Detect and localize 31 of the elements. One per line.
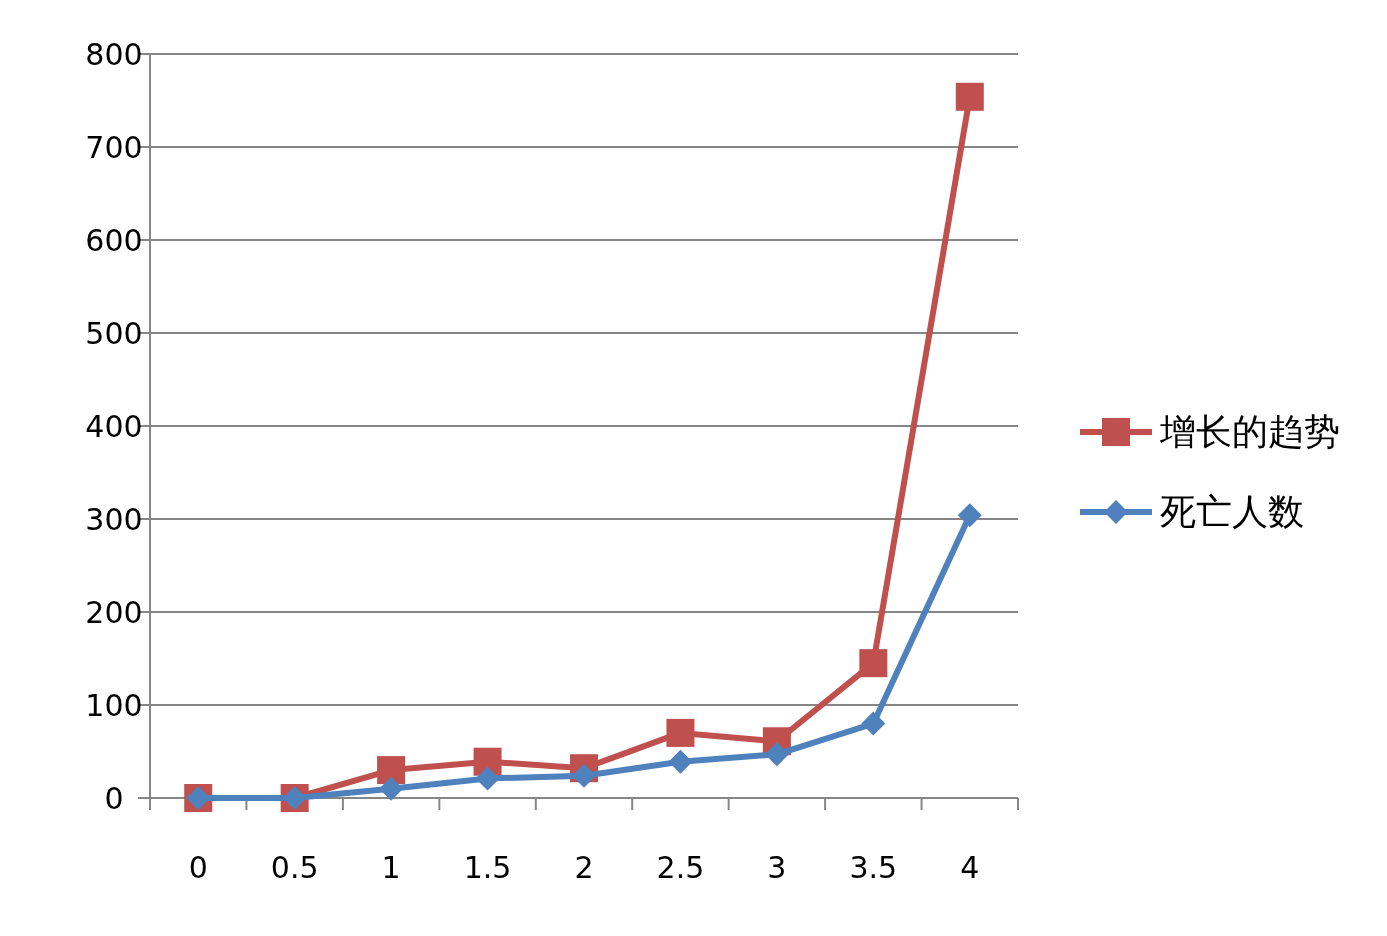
point <box>955 82 984 111</box>
x-tick-label: 1 <box>381 850 401 885</box>
x-tick-label: 3.5 <box>849 850 898 885</box>
point <box>377 756 406 785</box>
y-tick-label: 600 <box>85 223 143 258</box>
point <box>572 763 596 788</box>
x-tick-label: 2 <box>574 850 594 885</box>
point <box>957 503 982 528</box>
y-tick-label: 300 <box>85 502 143 537</box>
y-tick-label: 500 <box>85 316 143 351</box>
x-tick-label: 0 <box>188 850 208 885</box>
y-tick-label: 700 <box>85 130 143 165</box>
x-tick-label: 4 <box>960 850 980 885</box>
y-tick-label: 800 <box>85 37 143 72</box>
point <box>668 749 693 774</box>
point <box>861 711 886 736</box>
point <box>379 776 404 801</box>
point <box>475 766 500 791</box>
x-tick-label: 0.5 <box>270 850 319 885</box>
y-tick-label: 400 <box>85 409 143 444</box>
point <box>859 649 888 678</box>
y-tick-label: 100 <box>85 688 143 723</box>
legend-label: 增长的趋势 <box>1159 411 1340 452</box>
legend-label: 死亡人数 <box>1160 491 1304 532</box>
point <box>666 718 695 747</box>
point <box>764 742 789 767</box>
x-tick-label: 1.5 <box>463 850 512 885</box>
x-tick-label: 2.5 <box>656 850 705 885</box>
y-tick-label: 200 <box>85 595 143 630</box>
y-tick-label: 0 <box>104 781 124 816</box>
x-tick-label: 3 <box>767 850 787 885</box>
